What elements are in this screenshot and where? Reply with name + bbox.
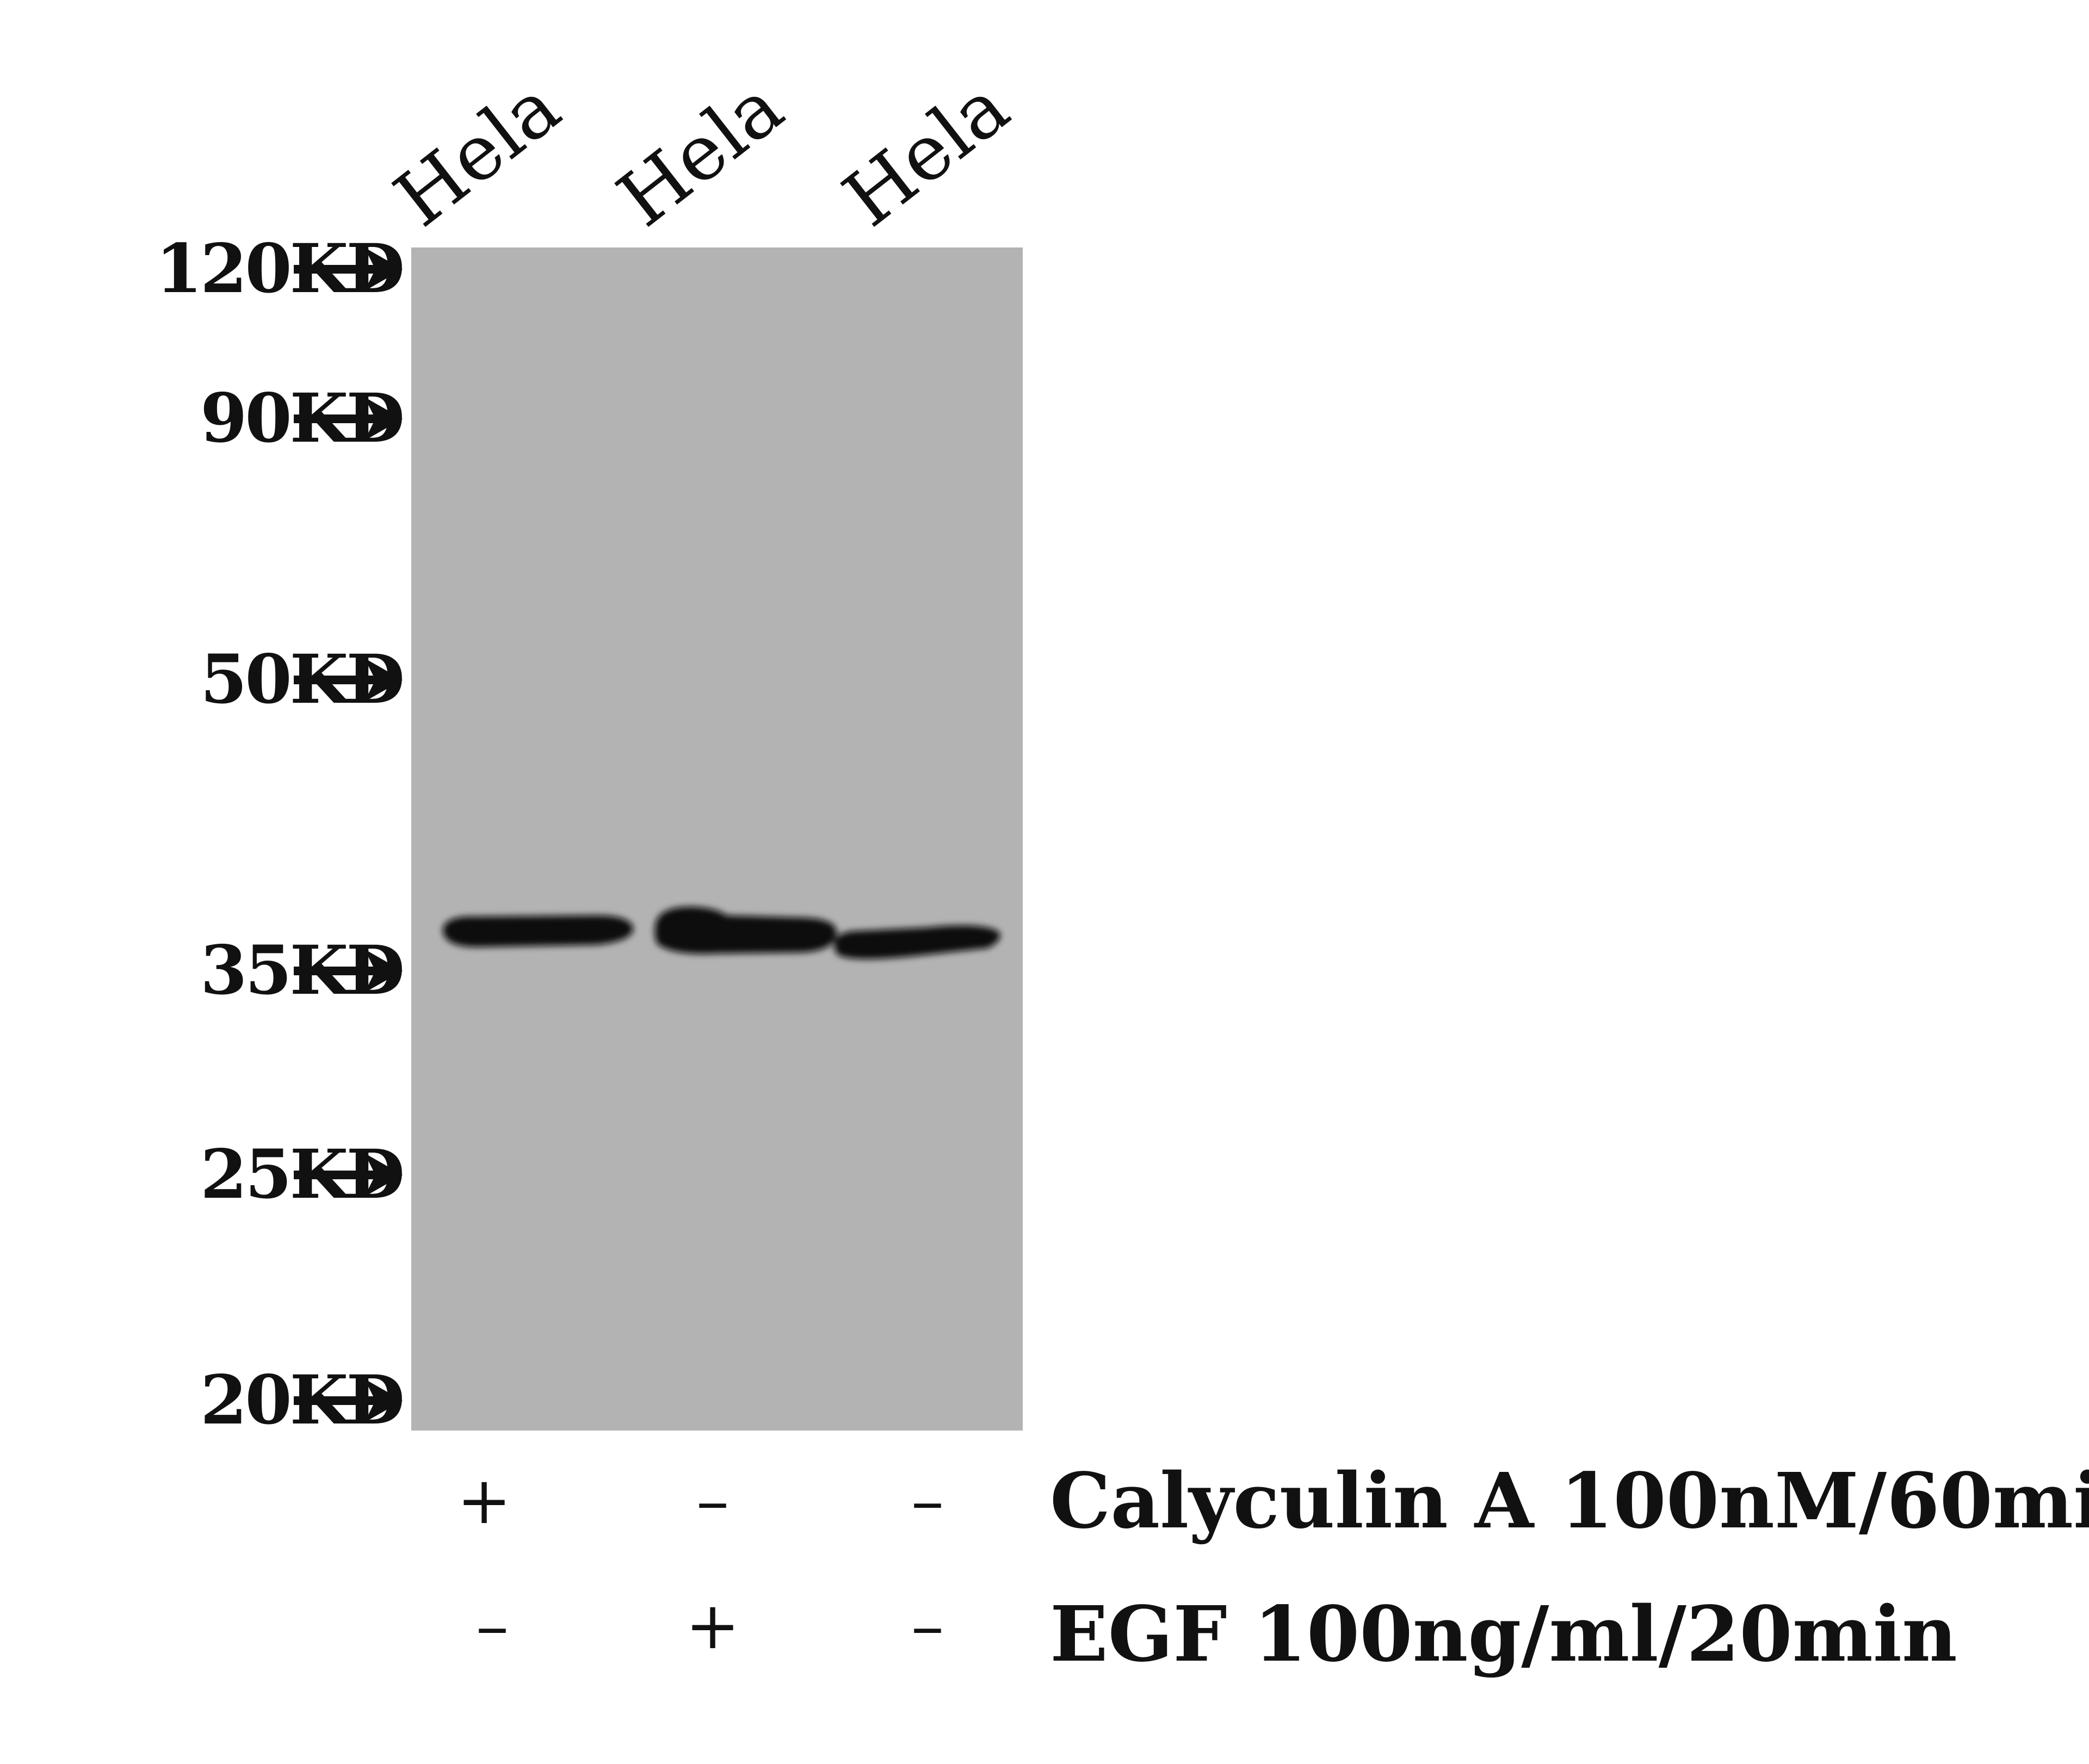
band-lane-1 — [443, 915, 634, 948]
band-lane-2 — [654, 906, 837, 954]
treatment-1-lane-1-sign: + — [456, 1463, 512, 1539]
treatment-2-label: EGF 100ng/ml/20min — [1050, 1590, 1957, 1679]
lane-label-2: Hela — [602, 63, 800, 244]
lane-label-3: Hela — [827, 63, 1025, 244]
treatment-2-lane-3-sign: – — [911, 1588, 944, 1664]
protein-bands — [443, 906, 1000, 960]
treatment-2-lane-2-sign: + — [685, 1588, 740, 1664]
marker-20kd: 20KD — [0, 1363, 2089, 1439]
arrow-right-icon — [294, 1153, 403, 1197]
marker-35kd: 35KD — [0, 933, 2089, 1009]
treatment-1-label: Calyculin A 100nM/60min — [1050, 1457, 2089, 1546]
lane-label-1: Hela — [379, 63, 577, 244]
band-lane-3 — [834, 925, 1000, 960]
marker-120kd: 120KD — [0, 231, 2089, 307]
marker-25kd: 25KD — [0, 1137, 2089, 1213]
marker-50kd: 50KD — [0, 642, 2089, 718]
arrow-right-icon — [294, 1379, 403, 1422]
arrow-right-icon — [294, 949, 403, 993]
arrow-right-icon — [294, 247, 403, 291]
treatment-1-lane-3-sign: – — [911, 1463, 944, 1539]
marker-90kd: 90KD — [0, 381, 2089, 457]
treatment-1-lane-2-sign: – — [696, 1463, 729, 1539]
treatment-2-lane-1-sign: – — [476, 1588, 509, 1664]
blot-membrane — [411, 247, 1023, 1431]
arrow-right-icon — [294, 397, 403, 441]
arrow-right-icon — [294, 658, 403, 702]
